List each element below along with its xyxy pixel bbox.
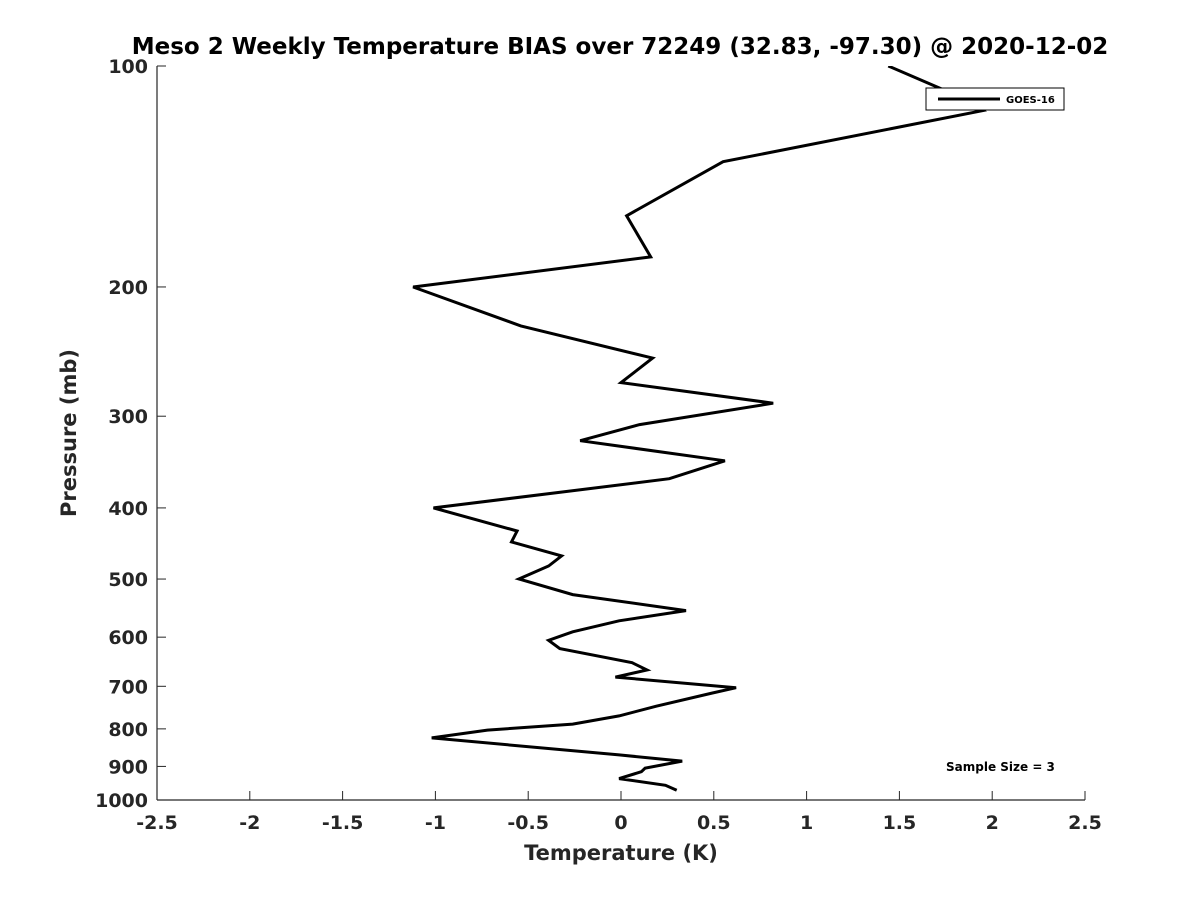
y-tick-label: 400 bbox=[108, 498, 148, 520]
y-tick-label: 300 bbox=[108, 406, 148, 428]
x-tick-label: -1.5 bbox=[322, 812, 364, 834]
x-tick-label: -1 bbox=[425, 812, 446, 834]
x-tick-label: 1 bbox=[800, 812, 813, 834]
y-tick-label: 200 bbox=[108, 277, 148, 299]
x-tick-label: 1.5 bbox=[883, 812, 917, 834]
x-tick-label: -2 bbox=[239, 812, 260, 834]
sample-size-annotation: Sample Size = 3 bbox=[946, 760, 1055, 774]
y-tick-label: 500 bbox=[108, 569, 148, 591]
y-tick-label: 900 bbox=[108, 756, 148, 778]
x-tick-label: -2.5 bbox=[136, 812, 178, 834]
legend-entry-goes-16: GOES-16 bbox=[1006, 95, 1055, 106]
chart-title: Meso 2 Weekly Temperature BIAS over 7224… bbox=[132, 34, 1109, 60]
x-tick-label: 2 bbox=[986, 812, 999, 834]
y-tick-label: 1000 bbox=[95, 790, 148, 812]
legend: GOES-16 bbox=[925, 87, 1065, 111]
series-line-goes-16 bbox=[412, 66, 988, 792]
x-tick-label: 0 bbox=[614, 812, 627, 834]
y-tick-label: 100 bbox=[108, 56, 148, 78]
x-tick-label: 0.5 bbox=[697, 812, 731, 834]
x-tick-label: -0.5 bbox=[507, 812, 549, 834]
y-tick-label: 800 bbox=[108, 719, 148, 741]
y-axis-label: Pressure (mb) bbox=[57, 349, 81, 517]
x-axis-label: Temperature (K) bbox=[524, 841, 718, 865]
x-tick-label: 2.5 bbox=[1068, 812, 1102, 834]
y-tick-label: 600 bbox=[108, 627, 148, 649]
y-tick-label: 700 bbox=[108, 676, 148, 698]
